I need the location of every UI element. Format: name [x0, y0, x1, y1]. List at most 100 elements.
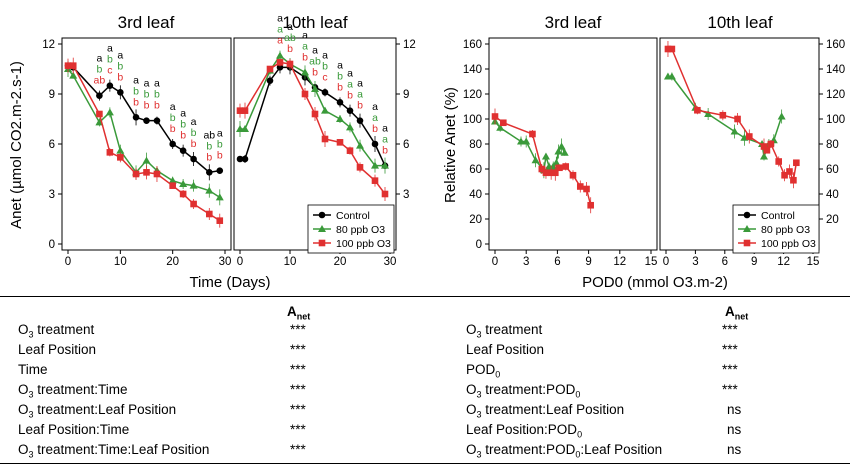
table-row-significance: ns [727, 442, 742, 457]
data-point [276, 51, 284, 59]
significance-letter: a [347, 68, 353, 80]
legend-marker [318, 211, 326, 219]
significance-letter: b [322, 60, 328, 72]
series-line [494, 115, 592, 206]
significance-letter: b [191, 127, 197, 139]
table-row-significance: *** [722, 322, 738, 337]
data-point [311, 110, 319, 118]
x-tick-label: 15 [645, 256, 658, 268]
table-row-significance: ns [727, 402, 742, 417]
data-point [491, 113, 499, 120]
table-bottom-rule [0, 463, 850, 464]
significance-letter: a [277, 24, 283, 36]
data-point [694, 106, 701, 114]
significance-letter: a [322, 49, 328, 61]
x-tick-label: 0 [663, 256, 669, 268]
significance-letter: b [154, 89, 160, 101]
significance-letter: a [337, 59, 343, 71]
data-point [560, 148, 569, 156]
y-axis-label: Anet (µmol CO2.m-2.s-1) [8, 61, 25, 229]
legend-marker [743, 239, 751, 247]
x-tick-label: 12 [613, 256, 626, 268]
y-tick-label: 6 [403, 139, 409, 151]
data-point [241, 155, 249, 163]
significance-letter: c [322, 71, 327, 83]
significance-letter: a [357, 78, 363, 90]
data-point [132, 170, 140, 178]
data-point [529, 130, 536, 138]
data-point [69, 62, 77, 69]
data-point [96, 92, 103, 99]
data-point [547, 169, 555, 177]
data-point [241, 125, 249, 132]
table-row-label: Time [18, 362, 48, 377]
significance-letter: a [372, 112, 378, 124]
significance-letter: a [347, 79, 353, 91]
plot-frame [488, 37, 658, 251]
data-point [760, 152, 768, 160]
anova-table: Anet Anet O3 treatment *** Leaf Position *** T… [0, 296, 850, 466]
data-point [106, 149, 114, 156]
data-point [189, 181, 198, 189]
significance-letter: b [133, 96, 139, 108]
x-tick-label: 6 [722, 256, 728, 268]
significance-letter: a [277, 13, 283, 25]
legend-label: 100 ppb O3 [761, 238, 816, 250]
significance-letter: a [107, 43, 113, 55]
data-point [562, 163, 570, 170]
data-point [179, 180, 188, 187]
table-row-significance: *** [290, 382, 306, 397]
y-tick-label: 0 [476, 239, 482, 251]
significance-letter: b [382, 145, 388, 157]
data-point [276, 59, 284, 66]
data-point [552, 158, 561, 166]
y-tick-label: 80 [469, 139, 482, 151]
x-tick-label: 6 [554, 256, 560, 268]
data-point [169, 140, 176, 148]
panel-title: 3rd leaf [118, 13, 175, 32]
table-row-significance: *** [722, 362, 738, 377]
data-point [760, 143, 768, 150]
legend-label: Control [761, 210, 795, 222]
significance-letter: b [117, 71, 123, 83]
data-point [781, 171, 788, 179]
data-point [371, 140, 379, 148]
data-point [356, 164, 364, 171]
data-point [556, 164, 563, 172]
data-point [64, 62, 72, 69]
data-point [236, 107, 244, 114]
data-point [552, 169, 559, 177]
x-tick-label: 30 [384, 256, 397, 268]
significance-letter: b [144, 89, 150, 101]
x-tick-label: 20 [166, 256, 179, 268]
y-tick-label: 60 [826, 164, 839, 176]
data-point [153, 170, 161, 178]
x-tick-label: 3 [692, 256, 698, 268]
data-point [664, 45, 672, 53]
data-point [356, 117, 364, 124]
y-tick-label: 160 [463, 39, 482, 51]
data-point [301, 90, 309, 98]
significance-letter: a [133, 74, 139, 86]
table-row-significance: *** [722, 382, 738, 397]
data-point [321, 89, 329, 96]
significance-letter: a [96, 53, 102, 65]
data-point [569, 171, 577, 179]
significance-letter: a [382, 123, 388, 135]
table-row-significance: *** [290, 422, 306, 437]
data-point [276, 64, 284, 71]
x-axis-label: Time (Days) [189, 274, 270, 291]
data-point [371, 161, 379, 169]
data-point [381, 161, 389, 169]
y-tick-label: 12 [403, 39, 416, 51]
data-point [169, 182, 176, 189]
x-tick-label: 10 [114, 256, 127, 268]
data-point [346, 107, 354, 114]
y-tick-label: 120 [826, 89, 845, 101]
y-tick-label: 100 [463, 114, 482, 126]
x-tick-label: 15 [807, 256, 820, 268]
significance-letter: b [96, 64, 102, 76]
table-row-significance: *** [290, 402, 306, 417]
data-point [321, 106, 329, 114]
